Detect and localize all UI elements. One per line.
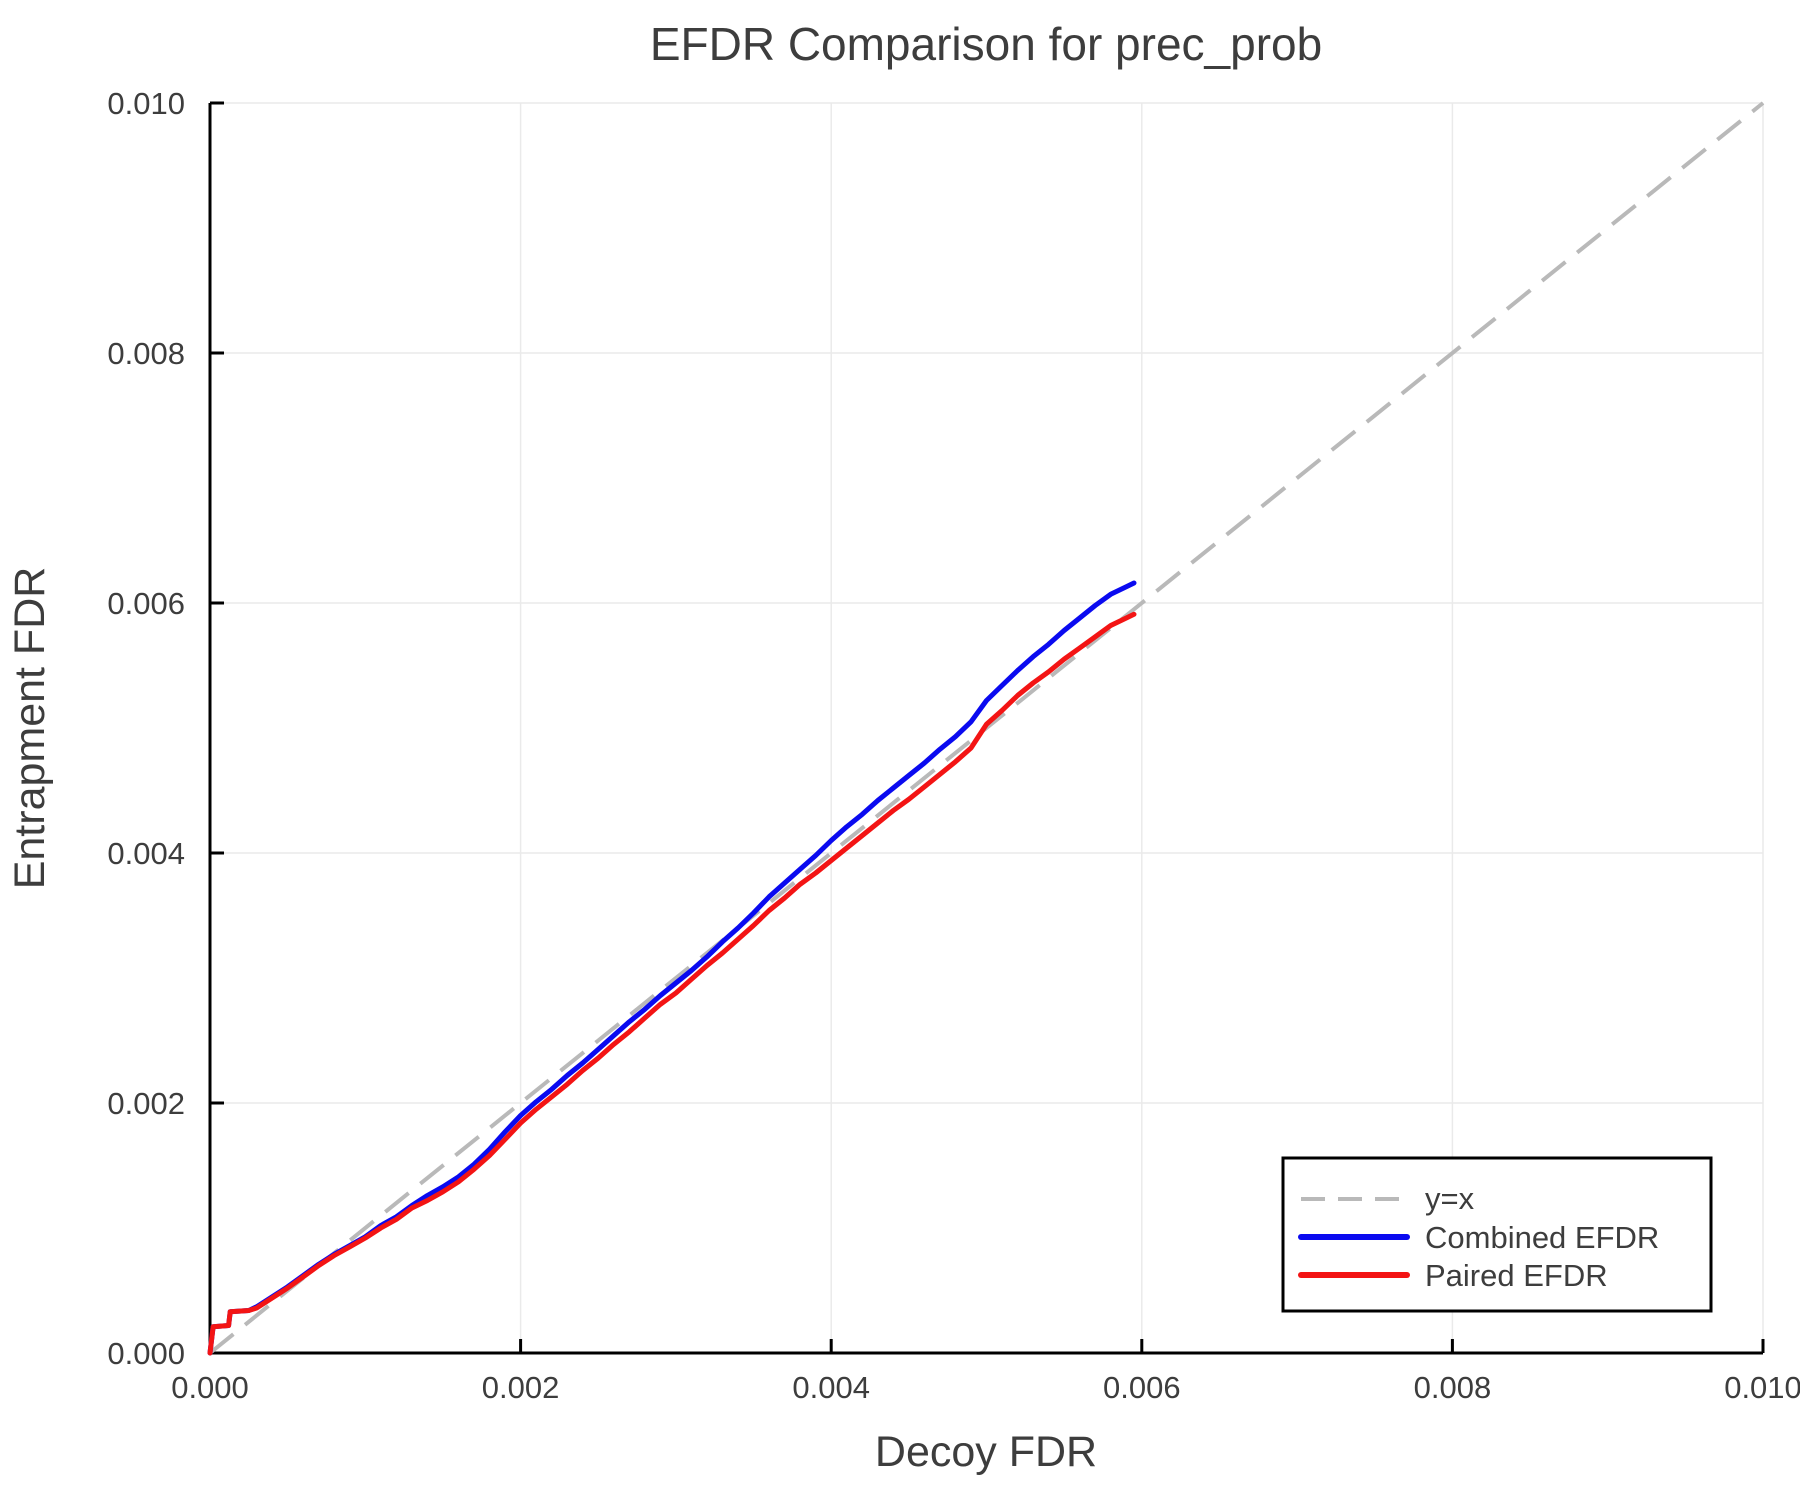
x-tick-label: 0.002 bbox=[482, 1370, 560, 1405]
y-tick-label: 0.008 bbox=[107, 336, 185, 371]
legend: y=x Combined EFDR Paired EFDR bbox=[1281, 1156, 1713, 1313]
y-axis-label: Entrapment FDR bbox=[6, 567, 54, 890]
axes: 0.000 0.002 0.004 0.006 0.008 0.010 0.000 0.002… bbox=[107, 86, 1800, 1405]
combined-efdr-line bbox=[207, 580, 1137, 1356]
x-tick-label: 0.000 bbox=[171, 1370, 249, 1405]
legend-label-paired: Paired EFDR bbox=[1425, 1258, 1608, 1293]
x-tick-label: 0.004 bbox=[792, 1370, 870, 1405]
y-tick-label: 0.002 bbox=[107, 1086, 185, 1121]
legend-item-yx: y=x bbox=[1301, 1181, 1475, 1216]
legend-label-combined: Combined EFDR bbox=[1425, 1220, 1659, 1255]
legend-label-yx: y=x bbox=[1425, 1181, 1475, 1216]
series-lines bbox=[207, 580, 1137, 1356]
y-tick-label: 0.000 bbox=[107, 1336, 185, 1371]
legend-item-paired: Paired EFDR bbox=[1298, 1258, 1608, 1293]
chart-title: EFDR Comparison for prec_prob bbox=[650, 18, 1322, 70]
y-tick-label: 0.004 bbox=[107, 836, 185, 871]
x-axis-label: Decoy FDR bbox=[875, 1428, 1097, 1476]
paired-efdr-line bbox=[207, 611, 1137, 1356]
y-tick-label: 0.006 bbox=[107, 586, 185, 621]
x-tick-label: 0.010 bbox=[1724, 1370, 1800, 1405]
y-tick-label: 0.010 bbox=[107, 86, 185, 121]
x-tick-label: 0.008 bbox=[1414, 1370, 1492, 1405]
legend-item-combined: Combined EFDR bbox=[1298, 1220, 1659, 1255]
x-tick-label: 0.006 bbox=[1103, 1370, 1181, 1405]
